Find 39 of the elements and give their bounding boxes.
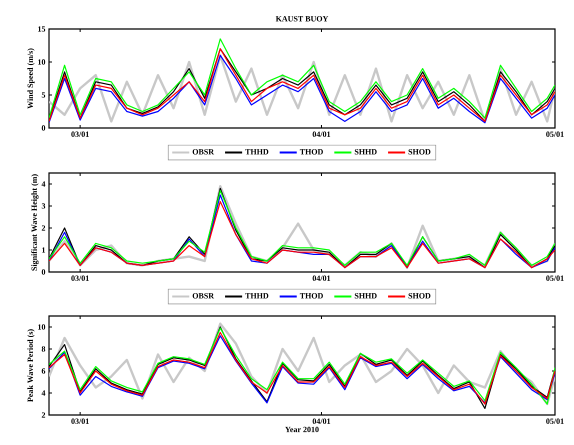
y-tick-label: 2: [42, 225, 46, 231]
y-axis-title: Peak Wave Period (s): [27, 329, 35, 402]
y-axis-title: Wind Speed (m/s): [27, 48, 35, 109]
legend-label: THOD: [300, 293, 323, 298]
y-tick-label: 10: [38, 59, 46, 65]
x-tick-label: 05/01: [546, 418, 564, 424]
legend-label: THHD: [245, 293, 268, 298]
x-axis-title: Year 2010: [285, 426, 319, 432]
x-tick-label: 04/01: [312, 132, 330, 137]
legend-label: SHHD: [354, 293, 377, 298]
y-tick-label: 15: [38, 26, 46, 32]
legend-label: SHOD: [408, 293, 430, 298]
y-tick-label: 0: [42, 125, 46, 131]
x-tick-label: 05/01: [546, 132, 564, 137]
legend-label: THOD: [300, 149, 323, 154]
legend-label: SHHD: [354, 149, 377, 154]
x-tick-label: 05/01: [546, 276, 564, 281]
x-tick-label: 04/01: [312, 418, 330, 424]
y-tick-label: 1: [42, 247, 46, 253]
y-tick-label: 4: [42, 181, 46, 187]
legend-label: OBSR: [192, 149, 214, 154]
y-tick-label: 10: [38, 324, 46, 330]
legend-label: THHD: [245, 149, 268, 154]
y-tick-label: 8: [42, 346, 46, 352]
y-tick-label: 4: [42, 390, 46, 396]
x-tick-label: 03/01: [71, 418, 89, 424]
y-tick-label: 3: [42, 203, 46, 209]
y-tick-label: 0: [42, 269, 46, 275]
legend-label: SHOD: [408, 149, 430, 154]
y-tick-label: 6: [42, 368, 46, 374]
line-series: [49, 38, 555, 119]
y-axis-title: Significant Wave Height (m): [31, 174, 39, 271]
legend-label: OBSR: [192, 293, 214, 298]
x-tick-label: 03/01: [71, 276, 89, 281]
y-tick-label: 5: [42, 92, 46, 98]
x-tick-label: 03/01: [71, 132, 89, 137]
x-tick-label: 04/01: [312, 276, 330, 281]
chart-title: KAUST BUOY: [276, 16, 328, 22]
y-tick-label: 2: [42, 412, 46, 418]
